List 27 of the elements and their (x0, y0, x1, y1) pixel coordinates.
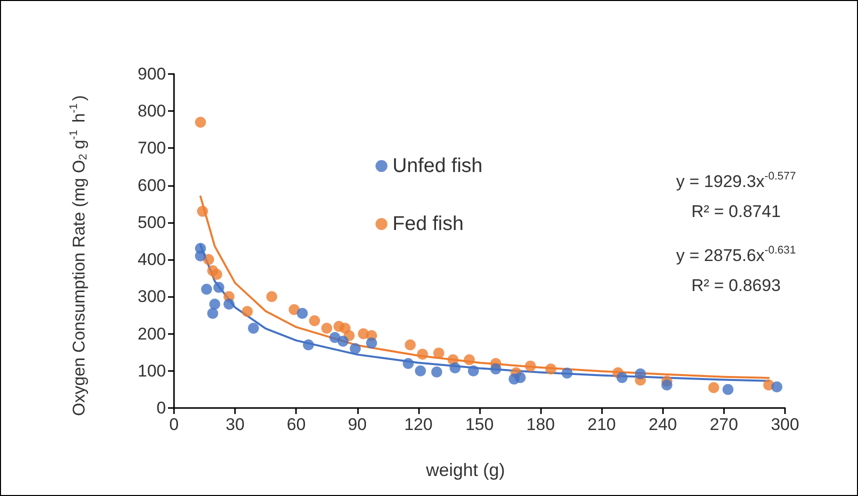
y-tick-label: 300 (138, 287, 166, 306)
y-tick-label: 800 (138, 102, 166, 121)
y-tick-label: 0 (156, 398, 166, 418)
x-tick-label: 0 (169, 415, 179, 434)
y-tick-label: 600 (138, 176, 166, 195)
y-tick-label: 100 (138, 361, 166, 380)
x-tick-label: 30 (226, 415, 245, 434)
y-tick-label: 700 (138, 138, 166, 158)
x-tick-label: 90 (348, 415, 367, 434)
x-tick-label: 150 (465, 415, 494, 434)
x-tick-label: 180 (526, 415, 555, 434)
x-tick-label: 120 (404, 415, 433, 434)
y-tick-label: 200 (138, 324, 166, 344)
x-tick-label: 240 (648, 415, 677, 434)
x-tick-label: 300 (770, 415, 800, 434)
y-tick-label: 500 (138, 212, 166, 232)
y-axis-title: Oxygen Consumption Rate (mg O2 g-1 h-1) (68, 95, 90, 416)
y-tick-label: 400 (138, 250, 166, 270)
x-tick-label: 270 (710, 415, 738, 434)
x-tick-label: 210 (588, 415, 616, 434)
x-tick-label: 60 (286, 415, 306, 434)
y-tick-label: 900 (138, 64, 166, 84)
legend-label: Fed fish (392, 213, 464, 235)
annotation: R² = 0.8741 (691, 202, 781, 221)
annotation: R² = 0.8693 (691, 276, 781, 295)
x-axis-title: weight (g) (425, 460, 506, 480)
legend-label: Unfed fish (392, 155, 483, 177)
